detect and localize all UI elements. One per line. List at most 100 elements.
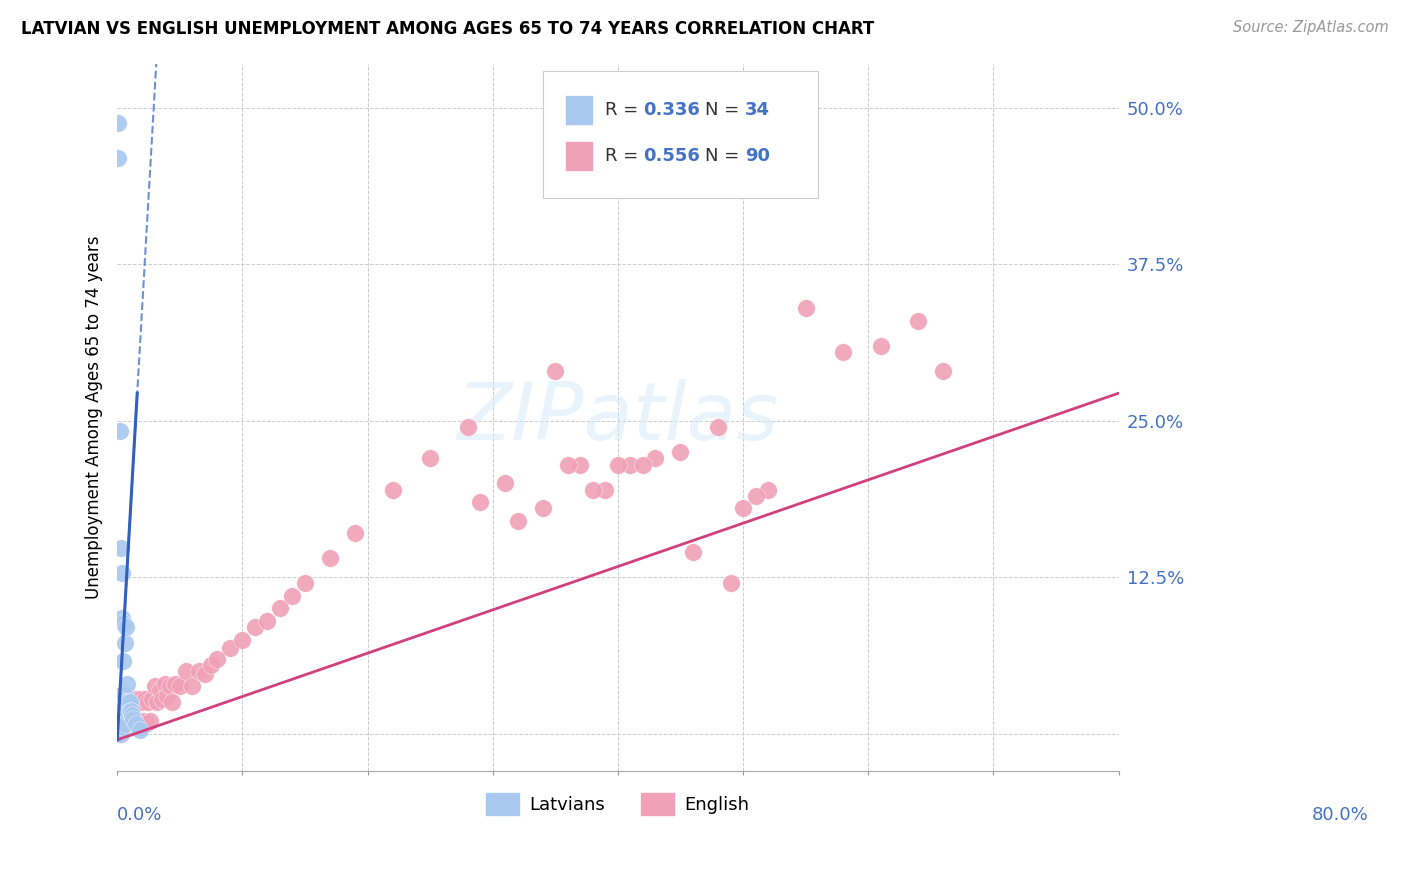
Point bbox=[419, 451, 441, 466]
Point bbox=[582, 483, 605, 497]
Point bbox=[117, 695, 139, 709]
Point bbox=[112, 689, 135, 703]
Point bbox=[110, 714, 132, 728]
Point bbox=[506, 514, 529, 528]
Point bbox=[932, 364, 955, 378]
Point bbox=[744, 489, 766, 503]
Y-axis label: Unemployment Among Ages 65 to 74 years: Unemployment Among Ages 65 to 74 years bbox=[86, 235, 103, 599]
Point bbox=[544, 364, 567, 378]
Point bbox=[159, 679, 181, 693]
Point bbox=[125, 691, 148, 706]
Point bbox=[149, 682, 172, 697]
Point bbox=[117, 695, 139, 709]
Point bbox=[107, 726, 129, 740]
Point bbox=[207, 651, 229, 665]
Point bbox=[117, 714, 139, 728]
Point bbox=[111, 695, 134, 709]
Point bbox=[125, 716, 148, 731]
Point bbox=[127, 695, 149, 709]
Point bbox=[619, 458, 641, 472]
Point bbox=[114, 691, 136, 706]
Point bbox=[907, 313, 929, 327]
Point bbox=[111, 720, 134, 734]
Text: Source: ZipAtlas.com: Source: ZipAtlas.com bbox=[1233, 20, 1389, 35]
Point bbox=[129, 720, 152, 734]
Point bbox=[115, 704, 138, 718]
Point bbox=[115, 695, 138, 709]
Point bbox=[281, 589, 304, 603]
Point bbox=[756, 483, 779, 497]
Text: 0.0%: 0.0% bbox=[117, 806, 163, 824]
Point bbox=[108, 723, 131, 737]
Point bbox=[121, 707, 143, 722]
Point bbox=[470, 495, 492, 509]
Point bbox=[128, 691, 150, 706]
Point bbox=[115, 716, 138, 731]
Point bbox=[631, 458, 654, 472]
FancyBboxPatch shape bbox=[543, 71, 818, 198]
FancyBboxPatch shape bbox=[565, 95, 593, 125]
Point bbox=[107, 726, 129, 740]
Legend: Latvians, English: Latvians, English bbox=[479, 786, 756, 822]
Point bbox=[114, 689, 136, 703]
Point bbox=[243, 620, 266, 634]
Point bbox=[134, 691, 156, 706]
Point bbox=[181, 679, 204, 693]
Point bbox=[118, 720, 141, 734]
Point bbox=[125, 720, 148, 734]
Point bbox=[115, 720, 138, 734]
Point bbox=[110, 716, 132, 731]
Text: 34: 34 bbox=[745, 101, 770, 119]
Point bbox=[269, 601, 291, 615]
Point bbox=[146, 695, 169, 709]
Point bbox=[135, 716, 157, 731]
Text: 90: 90 bbox=[745, 147, 770, 165]
Point bbox=[111, 566, 134, 581]
Point bbox=[115, 676, 138, 690]
Point bbox=[127, 714, 149, 728]
Point bbox=[256, 614, 278, 628]
Point bbox=[569, 458, 592, 472]
Point bbox=[107, 116, 129, 130]
Point bbox=[200, 657, 222, 672]
Point bbox=[107, 151, 129, 165]
Point bbox=[124, 714, 146, 728]
Point bbox=[557, 458, 579, 472]
Point bbox=[110, 720, 132, 734]
Point bbox=[457, 420, 479, 434]
Point bbox=[141, 691, 163, 706]
Point bbox=[294, 576, 316, 591]
Point bbox=[132, 714, 155, 728]
Point bbox=[114, 636, 136, 650]
Point bbox=[122, 695, 145, 709]
Point bbox=[169, 679, 191, 693]
Point bbox=[114, 714, 136, 728]
Point bbox=[110, 691, 132, 706]
Text: N =: N = bbox=[704, 101, 745, 119]
Point bbox=[112, 720, 135, 734]
Text: ZIPatlas: ZIPatlas bbox=[457, 378, 779, 457]
Point bbox=[832, 345, 855, 359]
Point bbox=[606, 458, 628, 472]
Text: 0.556: 0.556 bbox=[643, 147, 700, 165]
FancyBboxPatch shape bbox=[565, 141, 593, 171]
Text: 80.0%: 80.0% bbox=[1312, 806, 1369, 824]
Point bbox=[494, 476, 516, 491]
Point bbox=[162, 695, 184, 709]
Point bbox=[108, 716, 131, 731]
Point bbox=[108, 726, 131, 740]
Point bbox=[174, 664, 197, 678]
Point bbox=[869, 338, 891, 352]
Point bbox=[138, 695, 160, 709]
Point bbox=[163, 676, 186, 690]
Point bbox=[344, 526, 367, 541]
Point bbox=[120, 704, 142, 718]
Point bbox=[111, 723, 134, 737]
Point bbox=[707, 420, 730, 434]
Point bbox=[115, 691, 138, 706]
Point bbox=[118, 695, 141, 709]
Point bbox=[108, 695, 131, 709]
Point bbox=[156, 689, 179, 703]
Point bbox=[731, 501, 754, 516]
Point bbox=[143, 679, 166, 693]
